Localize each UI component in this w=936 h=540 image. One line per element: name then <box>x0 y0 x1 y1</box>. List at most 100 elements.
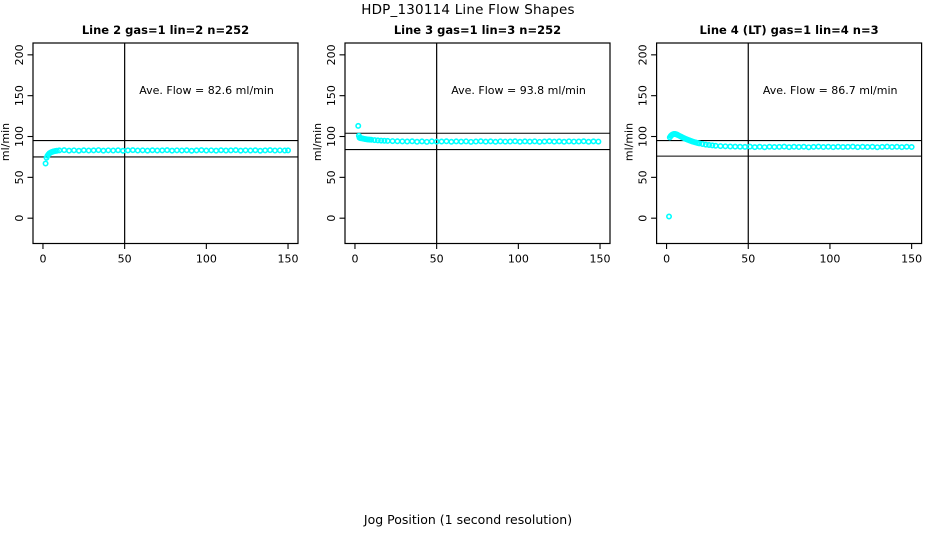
data-point <box>208 147 215 154</box>
data-point <box>556 138 563 145</box>
data-point <box>271 147 278 154</box>
panel-1: Line 2 gas=1 lin=2 n=252 0 50 100 150 0 50 100 1… <box>0 23 299 266</box>
data-point <box>414 138 421 145</box>
data-point <box>766 143 773 150</box>
panel-title: Line 2 gas=1 lin=2 n=252 <box>82 23 249 37</box>
data-point <box>487 138 494 145</box>
data-point <box>546 138 553 145</box>
data-point <box>810 143 817 150</box>
data-point <box>404 138 411 145</box>
x-axis-label: Jog Position (1 second resolution) <box>363 512 573 527</box>
plot-box <box>344 42 611 245</box>
data-point <box>149 147 156 154</box>
data-point <box>110 147 117 154</box>
y-tick-label: 100 <box>637 126 650 147</box>
data-point <box>198 147 205 154</box>
data-point <box>453 138 460 145</box>
data-point <box>218 147 225 154</box>
data-point <box>443 138 450 145</box>
data-point <box>467 138 474 145</box>
data-point <box>178 147 185 154</box>
data-point <box>227 147 234 154</box>
data-point <box>384 137 391 144</box>
data-point <box>516 138 523 145</box>
data-point <box>193 147 200 154</box>
data-point <box>869 143 876 150</box>
data-point <box>368 136 375 143</box>
data-point <box>893 143 900 150</box>
x-tick-label: 150 <box>590 253 611 266</box>
y-tick-label: 100 <box>13 126 26 147</box>
panel-title: Line 3 gas=1 lin=3 n=252 <box>394 23 561 37</box>
data-point <box>840 143 847 150</box>
y-tick-label: 50 <box>13 170 26 184</box>
data-point <box>717 143 724 150</box>
data-point <box>820 144 827 151</box>
y-tick-label: 200 <box>13 44 26 65</box>
data-point <box>874 144 881 151</box>
data-point <box>526 138 533 145</box>
data-point <box>80 147 87 154</box>
x-tick-label: 0 <box>39 253 46 266</box>
data-point <box>394 138 401 145</box>
data-point <box>570 138 577 145</box>
data-point <box>232 147 239 154</box>
x-tick-label: 150 <box>278 253 299 266</box>
x-tick-label: 50 <box>741 253 755 266</box>
plot-panels-canvas: Line 2 gas=1 lin=2 n=252 0 50 100 150 0 50 100 1… <box>0 23 923 266</box>
y-tick-label: 150 <box>637 85 650 106</box>
y-tick-label: 100 <box>325 126 338 147</box>
data-point <box>903 143 910 150</box>
plot-box <box>32 42 299 245</box>
data-point <box>257 147 264 154</box>
ave-flow-annotation: Ave. Flow = 86.7 ml/min <box>763 84 898 97</box>
data-point <box>247 147 254 154</box>
data-point <box>463 138 470 145</box>
x-tick-label: 150 <box>901 253 922 266</box>
data-point <box>908 143 915 150</box>
data-point <box>531 138 538 145</box>
data-point <box>815 143 822 150</box>
data-point <box>702 141 709 148</box>
data-point <box>761 144 768 151</box>
data-point <box>541 138 548 145</box>
data-point <box>242 147 249 154</box>
data-point <box>561 138 568 145</box>
data-point <box>120 147 127 154</box>
data-point <box>590 138 597 145</box>
data-point <box>805 144 812 151</box>
data-point <box>732 143 739 150</box>
data-point <box>844 143 851 150</box>
data-point <box>849 143 856 150</box>
data-point <box>203 147 210 154</box>
data-point <box>169 147 176 154</box>
data-point <box>276 147 283 154</box>
data-point <box>889 144 896 151</box>
data-point <box>42 160 49 167</box>
data-point <box>159 147 166 154</box>
data-point <box>737 143 744 150</box>
data-point <box>285 147 292 154</box>
data-point <box>281 147 288 154</box>
data-point <box>507 138 514 145</box>
y-tick-label: 0 <box>325 215 338 222</box>
data-point <box>267 147 274 154</box>
data-point <box>418 138 425 145</box>
data-point <box>477 138 484 145</box>
data-point <box>144 147 151 154</box>
data-point <box>428 138 435 145</box>
data-point <box>898 144 905 151</box>
data-point <box>864 144 871 151</box>
data-point <box>551 138 558 145</box>
data-point <box>575 138 582 145</box>
data-point <box>492 138 499 145</box>
panel-3: Line 4 (LT) gas=1 lin=4 n=3 0 50 100 150 0 50 1… <box>623 23 923 266</box>
y-axis-label: ml/min <box>0 123 12 161</box>
data-point <box>448 138 455 145</box>
data-point <box>222 147 229 154</box>
data-point <box>252 147 259 154</box>
data-point <box>830 144 837 151</box>
x-tick-label: 50 <box>118 253 132 266</box>
data-point <box>61 147 68 154</box>
